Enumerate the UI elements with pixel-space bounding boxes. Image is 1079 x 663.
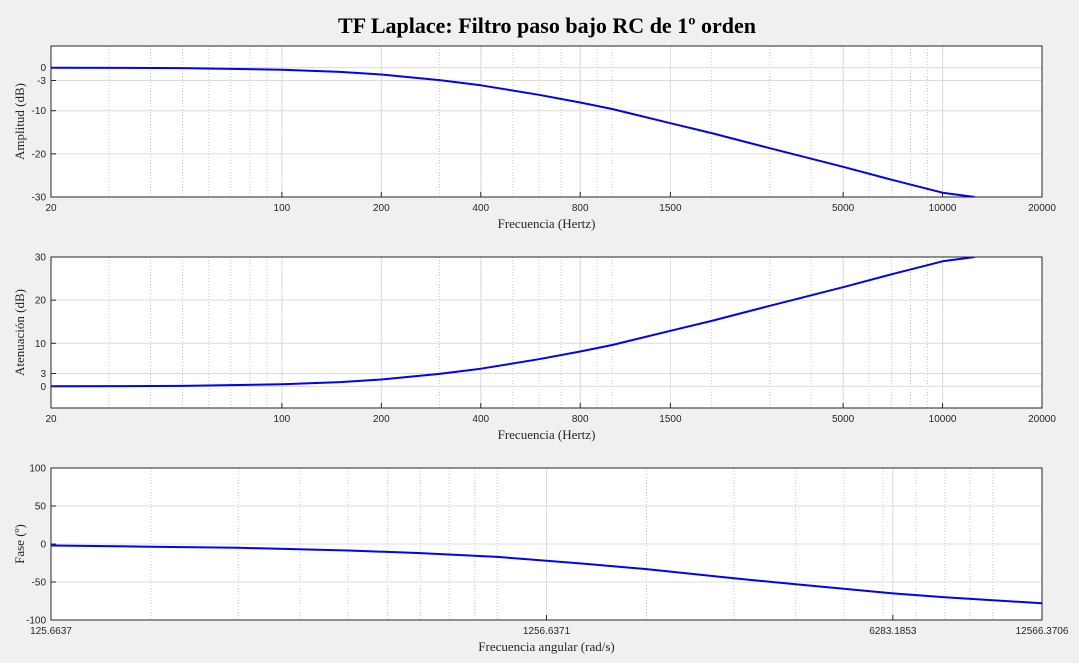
x-tick-label: 10000 <box>929 203 957 214</box>
x-tick-label: 100 <box>274 414 291 425</box>
y-axis-label: Atenuación (dB) <box>12 289 27 376</box>
y-tick-label: 3 <box>40 369 46 380</box>
y-tick-label: 20 <box>35 296 47 307</box>
x-tick-label: 1500 <box>659 414 682 425</box>
y-tick-label: -3 <box>37 76 46 87</box>
plot-attenuation: 20 100 200 400 800 1500 5000 10000 20000 0 3 10 20 30… <box>12 253 1056 443</box>
x-tick-label: 20 <box>45 414 57 425</box>
y-axis-label: Amplitud (dB) <box>12 83 27 160</box>
x-tick-label: 200 <box>373 414 390 425</box>
y-tick-label: 0 <box>40 63 46 74</box>
x-axis-label: Frecuencia (Hertz) <box>498 427 596 442</box>
axes-box <box>50 256 1043 409</box>
x-tick-label: 5000 <box>832 203 855 214</box>
figure-title: TF Laplace: Filtro paso bajo RC de 1º or… <box>338 13 756 38</box>
x-tick-label: 10000 <box>929 414 957 425</box>
x-tick-label: 20000 <box>1028 414 1056 425</box>
y-tick-label: 0 <box>40 382 46 393</box>
plots-container: 20 100 200 400 800 1500 5000 10000 20000-30-20-1… <box>12 45 1069 655</box>
x-tick-label: 100 <box>274 203 291 214</box>
series-line-amplitude <box>51 66 975 197</box>
y-axis-label: Fase (º) <box>12 524 27 564</box>
x-tick-label: 5000 <box>832 414 855 425</box>
x-tick-label: 1500 <box>659 203 682 214</box>
series-line-attenuation <box>51 257 975 388</box>
x-axis-label: Frecuencia (Hertz) <box>498 216 596 231</box>
x-tick-label: 20 <box>45 203 57 214</box>
x-tick-label: 6283.1853 <box>869 626 917 637</box>
x-tick-label: 800 <box>572 203 589 214</box>
y-tick-label: -100 <box>26 616 46 627</box>
y-tick-label: 30 <box>35 253 47 264</box>
x-axis-label: Frecuencia angular (rad/s) <box>478 639 614 654</box>
y-tick-label: -50 <box>32 578 47 589</box>
y-tick-label: -20 <box>32 149 47 160</box>
y-tick-label: -10 <box>32 106 47 117</box>
axes-box <box>50 45 1043 198</box>
x-tick-label: 20000 <box>1028 203 1056 214</box>
axes-box <box>50 467 1043 621</box>
x-tick-label: 800 <box>572 414 589 425</box>
plot-area <box>51 46 1042 197</box>
plot-amplitude: 20 100 200 400 800 1500 5000 10000 20000-30-20-1… <box>12 45 1056 231</box>
y-tick-label: -30 <box>32 193 47 204</box>
plot-phase: 125.6637 1256.6371 6283.1853 12566.3706 -100… <box>12 464 1069 655</box>
y-tick-label: 50 <box>35 502 47 513</box>
series-line-phase <box>51 544 1042 605</box>
x-tick-label: 200 <box>373 203 390 214</box>
x-tick-label: 400 <box>472 414 489 425</box>
y-tick-label: 10 <box>35 339 47 350</box>
plot-area <box>51 257 1042 408</box>
x-tick-label: 400 <box>472 203 489 214</box>
y-tick-label: 100 <box>29 464 46 475</box>
y-tick-label: 0 <box>40 540 46 551</box>
x-tick-label: 12566.3706 <box>1016 626 1069 637</box>
x-tick-label: 125.6637 <box>30 626 72 637</box>
x-tick-label: 1256.6371 <box>523 626 571 637</box>
